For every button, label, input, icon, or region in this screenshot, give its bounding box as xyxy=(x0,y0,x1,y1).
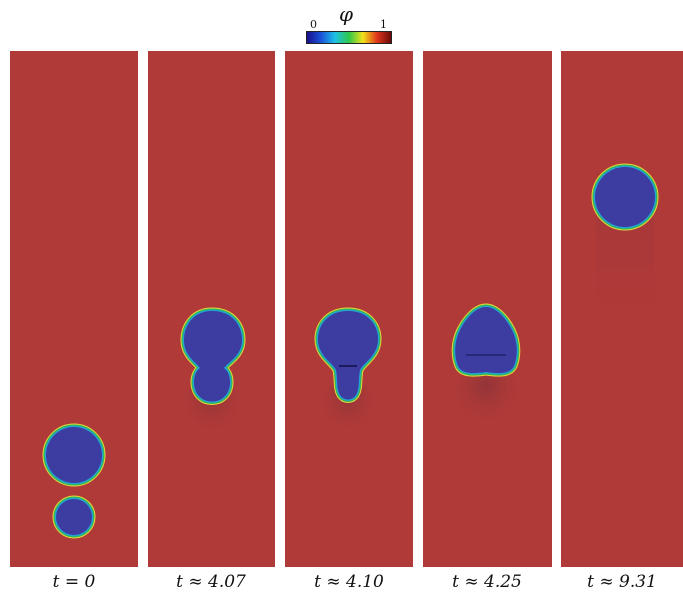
colorbar-title: φ xyxy=(339,2,354,26)
panel-2-time-label: t ≈ 4.07 xyxy=(176,572,246,592)
panel-4-merged-bubble xyxy=(451,303,521,377)
panel-4 xyxy=(423,51,552,567)
panel-3-time-label: t ≈ 4.10 xyxy=(314,572,384,592)
colorbar-min-label: 0 xyxy=(310,18,317,31)
panel-5-rising-bubble xyxy=(591,163,659,231)
colorbar: φ 0 1 xyxy=(0,0,683,50)
colorbar-gradient xyxy=(306,31,392,44)
panel-1-small-bubble xyxy=(52,495,96,539)
panel-3-merging-bubble xyxy=(314,307,382,403)
panel-1 xyxy=(10,51,138,567)
colorbar-max-label: 1 xyxy=(380,18,387,31)
panel-3 xyxy=(285,51,413,567)
panel-1-domain xyxy=(10,51,138,567)
panel-5 xyxy=(561,51,683,567)
panel-5-time-label: t ≈ 9.31 xyxy=(587,572,657,592)
panel-2 xyxy=(148,51,275,567)
panel-2-merging-bubble xyxy=(180,307,246,405)
panel-1-large-bubble xyxy=(42,423,106,487)
panel-4-time-label: t ≈ 4.25 xyxy=(452,572,522,592)
panel-1-time-label: t = 0 xyxy=(52,572,96,592)
